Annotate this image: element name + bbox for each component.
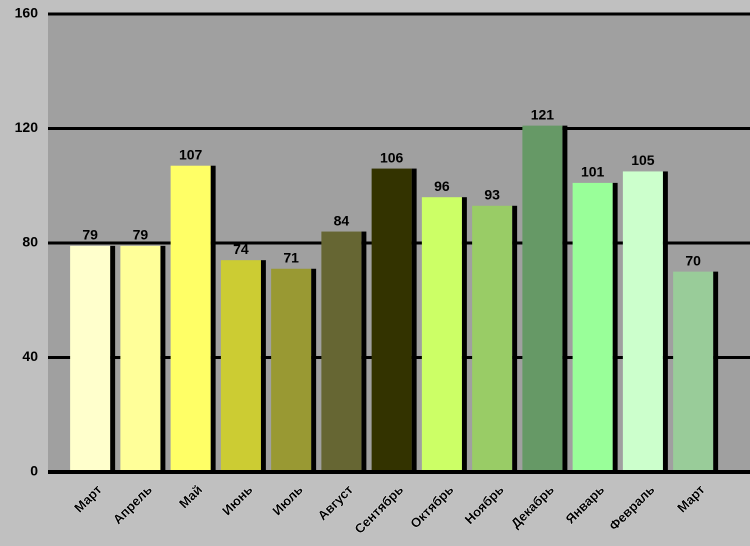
bar [421,197,462,472]
data-label: 96 [434,178,450,194]
bar [321,231,362,472]
x-tick-label: Июнь [219,482,255,518]
bar [170,165,211,472]
y-tick-label: 120 [15,119,39,135]
x-tick-label: Апрель [110,482,155,527]
data-label: 74 [233,241,249,257]
x-tick-label: Октябрь [407,482,456,531]
data-label: 84 [334,212,350,228]
bar [120,245,161,472]
bar-shadow [311,268,317,472]
bar [472,205,513,472]
data-label: 107 [179,146,203,162]
bar [220,260,261,472]
x-tick-label: Февраль [606,482,657,533]
bar-shadow [411,168,417,472]
data-label: 70 [685,252,701,268]
x-tick-label: Август [315,482,356,523]
bar [70,245,111,472]
x-tick-label: Май [176,482,205,511]
y-tick-label: 160 [15,5,39,21]
data-label: 106 [380,149,404,165]
x-tick-label: Июль [269,482,305,518]
data-label: 79 [133,227,149,243]
x-tick-label: Декабрь [508,482,557,531]
bar-shadow [110,245,116,472]
bar-shadow [260,260,266,472]
x-tick-label: Сентябрь [351,482,406,537]
bar [371,168,412,472]
x-tick-label: Март [674,482,707,515]
bar-shadow [662,171,668,472]
bar [572,182,613,472]
bar-shadow [612,182,618,472]
bar [522,125,563,472]
data-label: 93 [484,186,500,202]
data-label: 105 [631,152,655,168]
data-label: 101 [581,164,605,180]
x-tick-label: Январь [562,482,607,527]
y-tick-label: 80 [22,234,38,250]
bar-shadow [512,205,518,472]
bar-shadow [361,231,367,472]
bar-shadow [713,271,719,472]
x-tick-label: Март [71,482,104,515]
bar-shadow [160,245,166,472]
bar [622,171,663,472]
data-label: 71 [283,249,299,265]
bar [673,271,714,472]
y-tick-label: 0 [30,463,38,479]
y-tick-label: 40 [22,348,38,364]
data-label: 79 [82,227,98,243]
bar-shadow [210,165,216,472]
x-tick-label: Ноябрь [462,482,507,527]
bar [271,268,312,472]
bar-shadow [461,197,467,472]
data-label: 121 [531,106,555,122]
bar-shadow [562,125,568,472]
